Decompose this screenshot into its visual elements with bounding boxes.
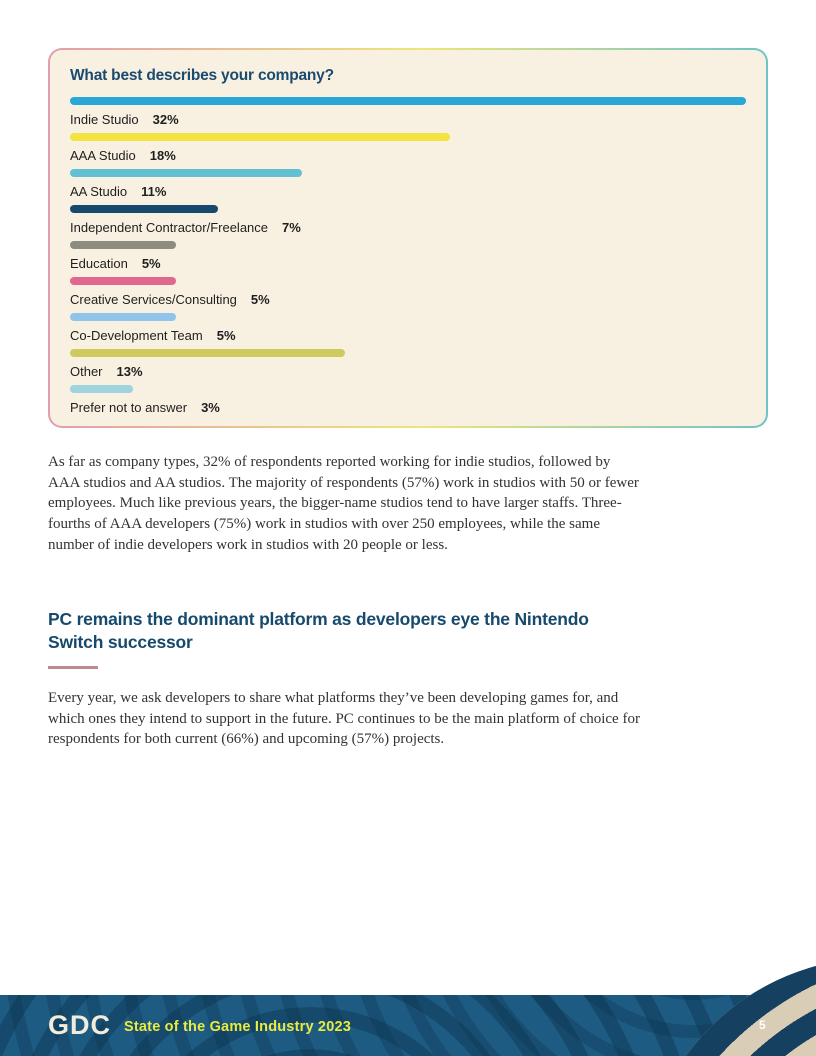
- bar-value-label: 11%: [141, 184, 167, 199]
- paragraph-company-types: As far as company types, 32% of responde…: [48, 454, 639, 553]
- paragraph-platforms: Every year, we ask developers to share w…: [48, 690, 640, 748]
- bar-category-label: Independent Contractor/Freelance: [70, 220, 269, 235]
- bar-label-line: Prefer not to answer 3%: [70, 399, 746, 416]
- bar-category-label: Indie Studio: [70, 112, 139, 127]
- bar-row: Independent Contractor/Freelance 7%: [70, 205, 746, 236]
- bar: [70, 277, 176, 285]
- bar-label-line: Other 13%: [70, 363, 746, 380]
- bar-value-label: 18%: [149, 148, 176, 163]
- bar-row: Education 5%: [70, 241, 746, 272]
- bar: [70, 349, 345, 357]
- bar-value-label: 7%: [282, 220, 301, 235]
- section-heading: PC remains the dominant platform as deve…: [48, 609, 589, 652]
- bar-label-line: AA Studio 11%: [70, 183, 746, 200]
- bar-label-line: Education 5%: [70, 255, 746, 272]
- gdc-logo: GDC: [48, 1010, 111, 1040]
- bar-row: Creative Services/Consulting 5%: [70, 277, 746, 308]
- bar-value-label: 5%: [250, 292, 270, 307]
- bar-category-label: AA Studio: [70, 184, 128, 199]
- bar: [70, 385, 134, 393]
- bar-category-label: AAA Studio: [70, 148, 136, 163]
- bar: [70, 97, 746, 105]
- heading-divider-line: [48, 666, 98, 669]
- bar-chart: Indie Studio 32% AAA Studio 18% AA Studio 11%…: [70, 97, 746, 416]
- footer-report-title: State of the Game Industry 2023: [124, 1019, 351, 1035]
- bar-category-label: Other: [70, 364, 103, 379]
- bar-label-line: AAA Studio 18%: [70, 147, 746, 164]
- bar-row: Other 13%: [70, 349, 746, 380]
- bar-row: AA Studio 11%: [70, 169, 746, 200]
- bar-category-label: Education: [70, 256, 128, 271]
- bar-label-line: Indie Studio 32%: [70, 111, 746, 128]
- bar-label-line: Co-Development Team 5%: [70, 327, 746, 344]
- bar-value-label: 5%: [141, 256, 161, 271]
- bar-row: Co-Development Team 5%: [70, 313, 746, 344]
- bar-row: Prefer not to answer 3%: [70, 385, 746, 416]
- bar-row: AAA Studio 18%: [70, 133, 746, 164]
- bar: [70, 133, 451, 141]
- bar-value-label: 13%: [116, 364, 143, 379]
- bar-label-line: Independent Contractor/Freelance 7%: [70, 219, 746, 236]
- bar-value-label: 32%: [152, 112, 179, 127]
- bar: [70, 205, 218, 213]
- bar-value-label: 5%: [216, 328, 236, 343]
- bar: [70, 241, 176, 249]
- bar: [70, 169, 303, 177]
- bar-value-label: 3%: [201, 400, 220, 415]
- bar-row: Indie Studio 32%: [70, 97, 746, 128]
- bar: [70, 313, 176, 321]
- page-number: 5: [759, 1018, 766, 1032]
- footer-band: [0, 995, 816, 1056]
- bar-category-label: Co-Development Team: [70, 328, 203, 343]
- bar-label-line: Creative Services/Consulting 5%: [70, 291, 746, 308]
- chart-card-inner: What best describes your company? Indie …: [50, 50, 766, 426]
- chart-card: What best describes your company? Indie …: [48, 48, 768, 428]
- bar-category-label: Prefer not to answer: [70, 400, 188, 415]
- bar-category-label: Creative Services/Consulting: [70, 292, 237, 307]
- chart-title: What best describes your company?: [70, 67, 334, 84]
